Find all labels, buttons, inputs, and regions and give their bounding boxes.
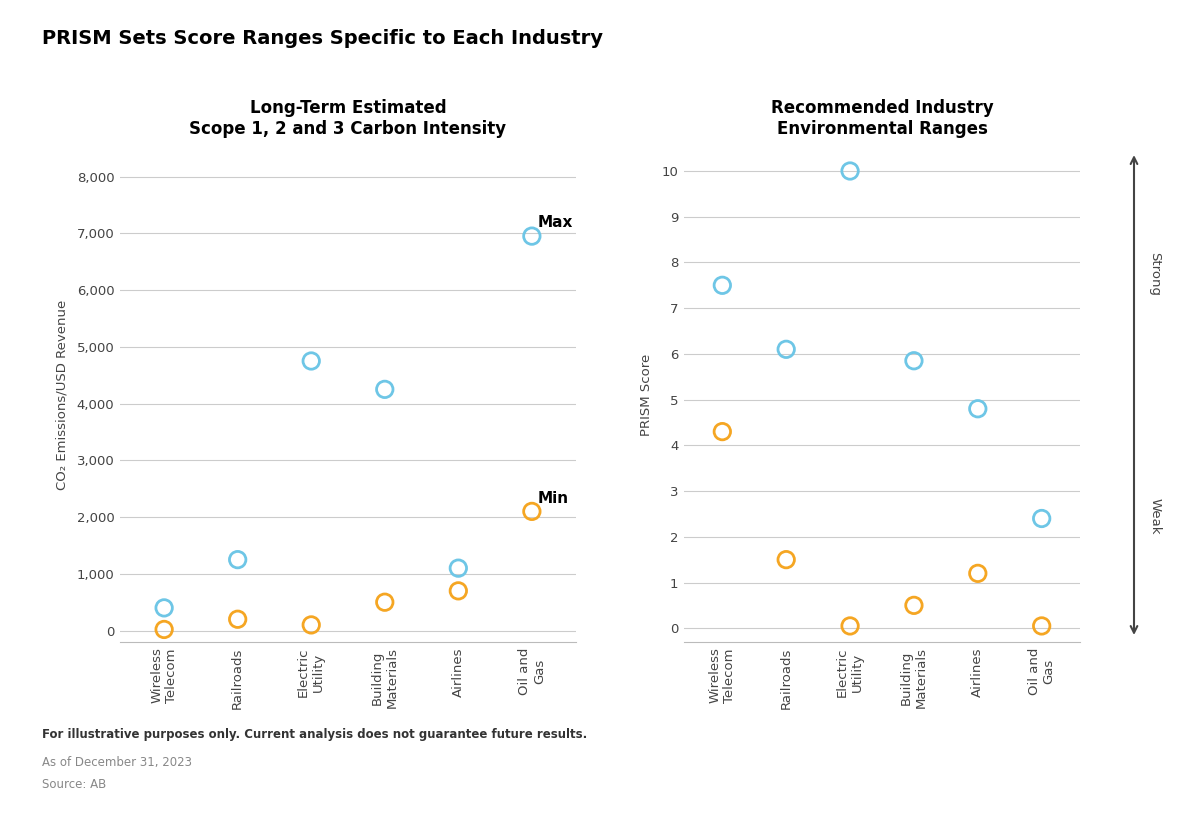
Point xyxy=(155,623,174,636)
Point xyxy=(449,561,468,574)
Text: For illustrative purposes only. Current analysis does not guarantee future resul: For illustrative purposes only. Current … xyxy=(42,728,587,742)
Point xyxy=(301,355,320,368)
Point xyxy=(840,165,859,178)
Text: Strong: Strong xyxy=(1148,252,1162,295)
Text: Min: Min xyxy=(538,491,569,505)
Y-axis label: CO₂ Emissions/USD Revenue: CO₂ Emissions/USD Revenue xyxy=(55,300,68,491)
Point xyxy=(1032,620,1051,633)
Point xyxy=(968,567,988,580)
Point xyxy=(228,612,247,625)
Point xyxy=(522,230,541,243)
Y-axis label: PRISM Score: PRISM Score xyxy=(641,354,653,436)
Text: PRISM Sets Score Ranges Specific to Each Industry: PRISM Sets Score Ranges Specific to Each… xyxy=(42,29,604,48)
Point xyxy=(905,354,924,367)
Point xyxy=(713,425,732,438)
Point xyxy=(713,279,732,292)
Point xyxy=(376,383,395,396)
Point xyxy=(905,599,924,612)
Point xyxy=(1032,512,1051,525)
Point xyxy=(301,618,320,631)
Point xyxy=(776,553,796,566)
Text: Weak: Weak xyxy=(1148,498,1162,535)
Text: As of December 31, 2023: As of December 31, 2023 xyxy=(42,756,192,769)
Text: Max: Max xyxy=(538,216,574,230)
Point xyxy=(968,402,988,416)
Text: Source: AB: Source: AB xyxy=(42,778,107,791)
Title: Long-Term Estimated
Scope 1, 2 and 3 Carbon Intensity: Long-Term Estimated Scope 1, 2 and 3 Car… xyxy=(190,100,506,138)
Point xyxy=(228,553,247,566)
Point xyxy=(776,342,796,356)
Title: Recommended Industry
Environmental Ranges: Recommended Industry Environmental Range… xyxy=(770,100,994,138)
Point xyxy=(155,602,174,615)
Point xyxy=(449,584,468,597)
Point xyxy=(522,504,541,518)
Point xyxy=(376,596,395,609)
Point xyxy=(840,620,859,633)
